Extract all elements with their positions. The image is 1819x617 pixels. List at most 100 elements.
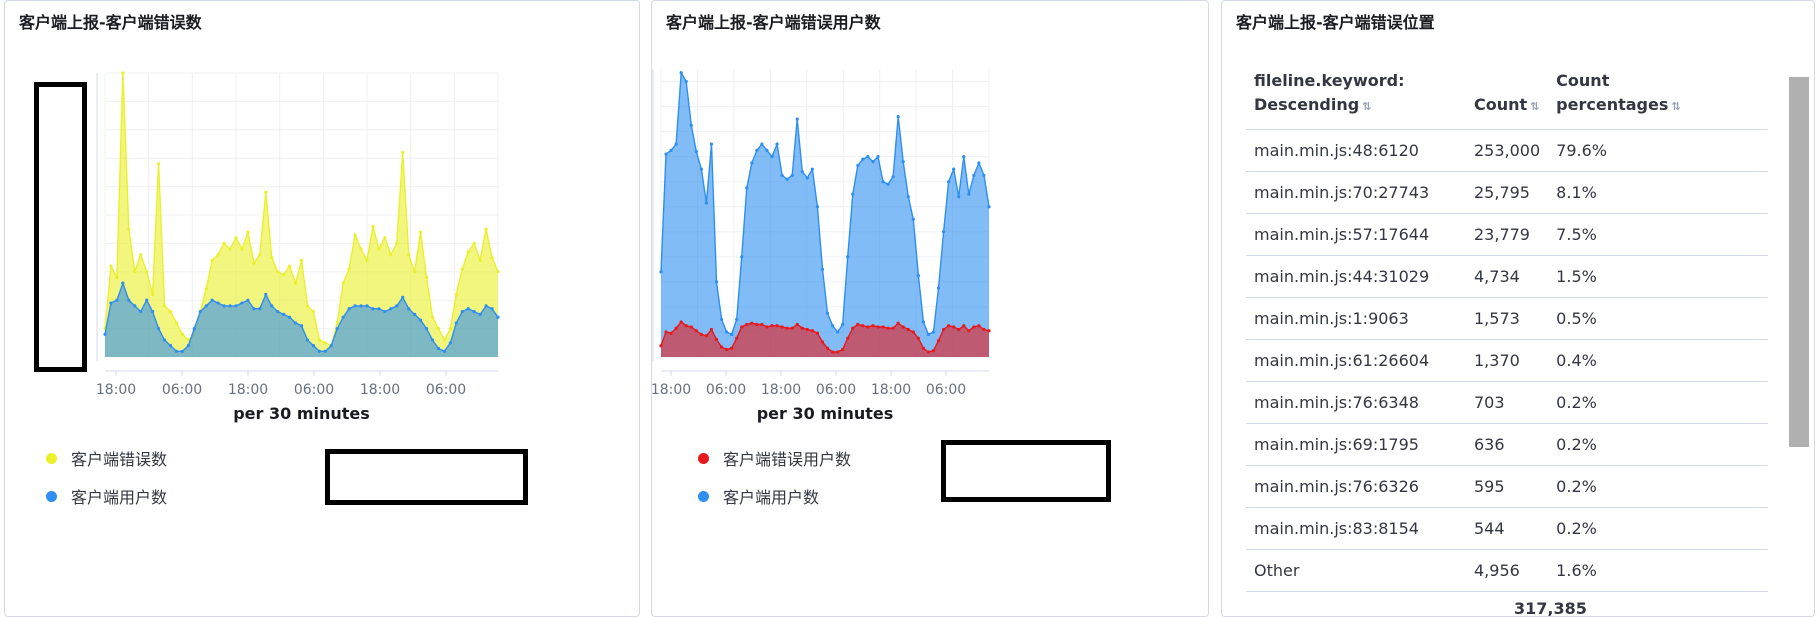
table-cell-pct: 8.1%: [1548, 171, 1768, 214]
series-area: [661, 72, 989, 358]
data-point: [365, 304, 369, 308]
data-point: [186, 344, 190, 348]
column-header-count[interactable]: Count ⇅: [1466, 67, 1549, 130]
data-point: [436, 327, 441, 331]
series-area: [661, 321, 989, 357]
data-point: [926, 350, 931, 354]
legend-swatch: [46, 490, 57, 502]
column-header-percentages[interactable]: Count percentages ⇅: [1548, 67, 1768, 130]
data-point: [780, 325, 784, 329]
data-point: [472, 309, 476, 314]
data-point: [891, 175, 895, 179]
data-point: [941, 230, 946, 234]
data-point: [982, 327, 986, 332]
legend-label: 客户端错误数: [71, 450, 168, 469]
data-point: [234, 304, 238, 308]
data-point: [836, 330, 840, 334]
data-point: [820, 267, 825, 271]
table-row: main.min.js:83:8154 544 0.2%: [1246, 507, 1768, 550]
scrollbar-thumb[interactable]: [1789, 77, 1809, 447]
data-point: [168, 344, 173, 348]
data-point: [407, 307, 411, 311]
table-total: 317,385: [1514, 599, 1587, 617]
data-point: [103, 332, 107, 336]
data-point: [775, 324, 779, 328]
table-cell-pct: 0.2%: [1548, 423, 1768, 466]
data-point: [276, 309, 280, 314]
table-cell-file[interactable]: main.min.js:48:6120: [1246, 129, 1466, 172]
data-point: [371, 224, 375, 228]
table-cell-file[interactable]: main.min.js:57:17644: [1246, 213, 1466, 256]
data-point: [861, 157, 865, 161]
table-cell-count: 25,795: [1466, 171, 1549, 214]
data-point: [921, 346, 925, 350]
data-point: [987, 205, 991, 209]
redacted-box: [325, 449, 528, 505]
data-point: [478, 312, 482, 316]
data-point: [987, 329, 991, 333]
data-point: [121, 281, 125, 285]
data-point: [180, 349, 185, 353]
legend-item[interactable]: 客户端用户数: [46, 477, 167, 515]
x-tick-label: 18:00: [761, 382, 801, 398]
header-text: percentages: [1556, 95, 1669, 114]
x-tick-label: 06:00: [162, 382, 202, 398]
sort-icon[interactable]: ⇅: [1671, 100, 1681, 113]
data-point: [694, 329, 698, 333]
data-point: [886, 326, 890, 330]
data-point: [496, 270, 500, 274]
table-cell-file[interactable]: main.min.js:76:6326: [1246, 465, 1466, 508]
data-point: [156, 327, 161, 331]
x-tick-label: 06:00: [706, 382, 746, 398]
table-row: main.min.js:48:6120 253,000 79.6%: [1246, 129, 1768, 172]
legend-item[interactable]: 客户端错误用户数: [698, 439, 851, 477]
table-header-row: fileline.keyword: Descending ⇅ Count ⇅ Cou…: [1246, 67, 1768, 130]
data-point: [795, 322, 799, 327]
data-point: [962, 324, 966, 328]
table-cell-pct: 1.5%: [1548, 255, 1768, 298]
column-header-fileline[interactable]: fileline.keyword: Descending ⇅: [1246, 67, 1466, 130]
table-cell-file[interactable]: main.min.js:70:27743: [1246, 171, 1466, 214]
x-tick-label: 06:00: [926, 382, 966, 398]
table-cell-file[interactable]: Other: [1246, 549, 1466, 592]
table-cell-count: 636: [1466, 423, 1549, 466]
data-point: [216, 253, 220, 257]
table-cell-count: 544: [1466, 507, 1549, 550]
table-cell-pct: 1.6%: [1548, 549, 1768, 592]
legend-item[interactable]: 客户端用户数: [698, 477, 851, 515]
header-text: Count: [1556, 71, 1610, 90]
legend-item[interactable]: 客户端错误数: [46, 439, 167, 477]
data-point: [866, 155, 870, 159]
data-point: [240, 247, 244, 251]
sort-icon[interactable]: ⇅: [1530, 100, 1540, 113]
data-point: [365, 258, 369, 263]
table-cell-file[interactable]: main.min.js:83:8154: [1246, 507, 1466, 550]
data-point: [252, 307, 256, 311]
sort-icon[interactable]: ⇅: [1362, 100, 1372, 113]
data-point: [424, 275, 429, 280]
table-cell-count: 595: [1466, 465, 1549, 508]
header-text: Count: [1474, 95, 1528, 114]
data-point: [856, 322, 860, 327]
data-point: [972, 325, 976, 329]
x-tick-label: 06:00: [426, 382, 466, 398]
data-point: [730, 332, 734, 337]
table-cell-file[interactable]: main.min.js:44:31029: [1246, 255, 1466, 298]
table-cell-file[interactable]: main.min.js:61:26604: [1246, 339, 1466, 382]
data-point: [389, 307, 393, 311]
table-cell-file[interactable]: main.min.js:69:1795: [1246, 423, 1466, 466]
table-row: main.min.js:70:27743 25,795 8.1%: [1246, 171, 1768, 214]
table-cell-file[interactable]: main.min.js:76:6348: [1246, 381, 1466, 424]
data-point: [931, 349, 936, 353]
data-point: [931, 330, 936, 334]
errors-count-chart[interactable]: 18:00 06:00 18:00 06:00 18:00 06:00 per 30 min…: [5, 1, 640, 441]
data-point: [395, 241, 399, 245]
table-cell-count: 4,734: [1466, 255, 1549, 298]
data-point: [669, 148, 673, 152]
data-point: [371, 307, 375, 311]
data-point: [299, 324, 304, 328]
error-users-chart[interactable]: 02004006008001,0001,2001,4001,6001,8002,…: [652, 1, 1209, 441]
data-point: [664, 330, 668, 334]
table-cell-file[interactable]: main.min.js:1:9063: [1246, 297, 1466, 340]
data-point: [246, 298, 250, 302]
